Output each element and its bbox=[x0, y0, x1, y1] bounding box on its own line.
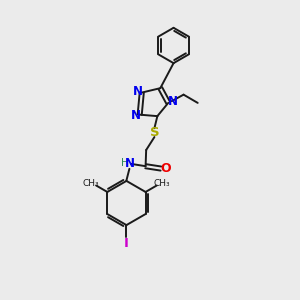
Text: CH₃: CH₃ bbox=[82, 179, 99, 188]
Text: N: N bbox=[167, 95, 177, 108]
Text: CH₃: CH₃ bbox=[154, 179, 170, 188]
Text: S: S bbox=[150, 126, 159, 139]
Text: N: N bbox=[130, 109, 141, 122]
Text: N: N bbox=[133, 85, 142, 98]
Text: O: O bbox=[160, 162, 171, 175]
Text: H: H bbox=[121, 158, 128, 168]
Text: I: I bbox=[124, 237, 129, 250]
Text: N: N bbox=[124, 157, 134, 170]
